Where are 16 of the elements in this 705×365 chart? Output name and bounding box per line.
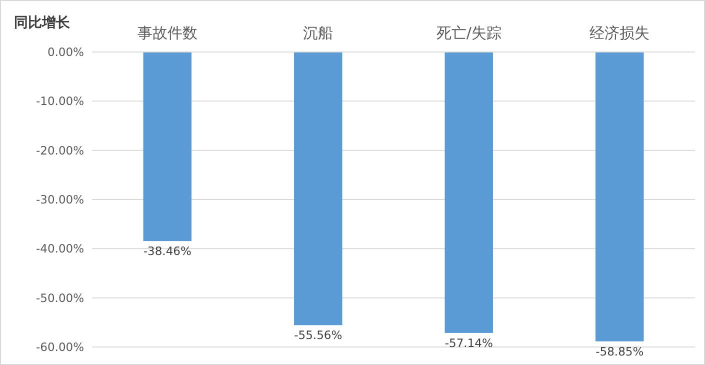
y-tick-label: -10.00% [36, 94, 84, 108]
y-tick-label: -30.00% [36, 192, 84, 206]
y-tick-label: 0.00% [47, 45, 84, 59]
x-tick-label: 沉船 [303, 24, 334, 42]
data-label: -57.14% [444, 336, 493, 350]
y-tick-label: -60.00% [36, 340, 84, 354]
data-label: -38.46% [143, 244, 192, 258]
x-tick-label: 经济损失 [590, 24, 650, 42]
x-tick-label: 事故件数 [137, 24, 198, 42]
y-tick-label: -40.00% [36, 242, 84, 256]
data-label: -58.85% [596, 344, 644, 358]
y-tick-label: -20.00% [36, 143, 84, 158]
y-tick-label: -50.00% [36, 290, 84, 305]
y-axis-title: 同比增长 [14, 15, 71, 31]
data-label: -55.56% [294, 328, 342, 342]
x-tick-label: 死亡/失踪 [436, 24, 502, 42]
